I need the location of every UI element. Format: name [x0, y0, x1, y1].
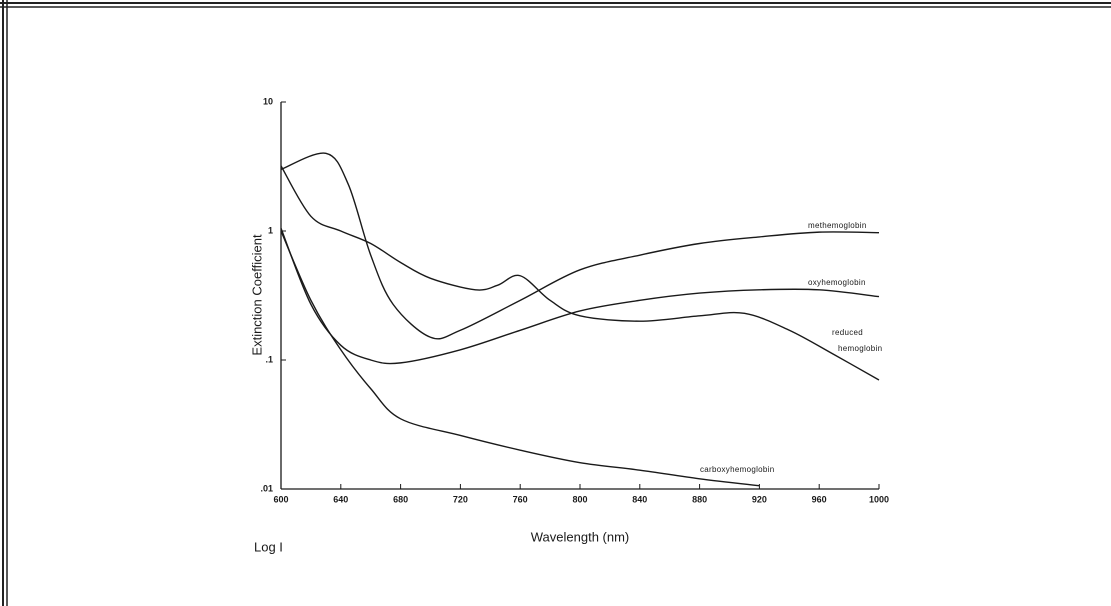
y-axis-label: Extinction Coefficient: [249, 234, 264, 356]
x-tick-label: 680: [393, 494, 408, 504]
line-series: [280, 152, 880, 340]
y-tick-label: .01: [260, 483, 273, 493]
y-tick-label: 1: [268, 225, 273, 235]
line-series: [280, 230, 760, 487]
annotation: Log I: [254, 539, 283, 554]
x-tick-label: 600: [273, 494, 288, 504]
line-series: [280, 228, 880, 365]
x-tick-label: 920: [752, 494, 767, 504]
series-label: carboxyhemoglobin: [700, 465, 774, 474]
x-axis-label: Wavelength (nm): [531, 529, 630, 544]
y-tick-label: .1: [265, 354, 273, 364]
x-tick-label: 800: [572, 494, 587, 504]
series-label: reduced hemoglobin: [832, 328, 882, 353]
line-series: [280, 165, 880, 381]
x-tick-label: 1000: [869, 494, 889, 504]
x-tick-label: 760: [513, 494, 528, 504]
series-label: methemoglobin: [808, 221, 867, 230]
x-tick-label: 640: [333, 494, 348, 504]
series-label: oxyhemoglobin: [808, 278, 866, 287]
x-tick-label: 840: [632, 494, 647, 504]
x-tick-label: 880: [692, 494, 707, 504]
y-tick-label: 10: [263, 96, 273, 106]
x-tick-label: 960: [812, 494, 827, 504]
x-tick-label: 720: [453, 494, 468, 504]
